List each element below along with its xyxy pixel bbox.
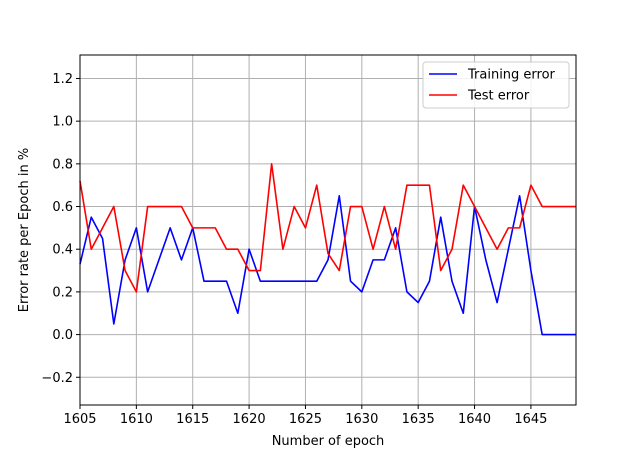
- y-tick-label: 1.0: [52, 115, 73, 130]
- y-tick-label: 0.0: [52, 328, 73, 343]
- legend-label: Training error: [467, 68, 556, 83]
- y-tick-label: 0.4: [52, 243, 73, 258]
- x-tick-label: 1625: [289, 412, 322, 427]
- x-tick-label: 1605: [63, 412, 96, 427]
- series-line: [79, 195, 576, 336]
- plot-area-frame: [79, 54, 577, 406]
- legend-label: Test error: [467, 89, 530, 104]
- y-tick-label: 0.6: [52, 200, 73, 215]
- x-tick-label: 1615: [176, 412, 209, 427]
- x-tick-label: 1630: [345, 412, 378, 427]
- x-axis-ticks: 1605 1610 1615 1620 1625 1630 1635 1640 1645: [63, 405, 547, 427]
- x-tick-label: 1620: [233, 412, 266, 427]
- y-axis-label: Error rate per Epoch in %: [17, 148, 32, 312]
- y-tick-label: 1.2: [52, 72, 73, 87]
- series-lines: [79, 163, 576, 336]
- series-line: [79, 163, 576, 293]
- x-tick-label: 1645: [514, 412, 547, 427]
- x-tick-label: 1610: [120, 412, 153, 427]
- y-tick-label: −0.2: [41, 371, 73, 386]
- y-tick-label: 0.8: [52, 157, 73, 172]
- x-tick-label: 1640: [458, 412, 491, 427]
- x-tick-label: 1635: [402, 412, 435, 427]
- gridlines: [79, 55, 576, 405]
- legend: Training error Test error: [422, 61, 570, 109]
- x-axis-label: Number of epoch: [272, 434, 385, 449]
- y-axis-ticks: −0.2 0.0 0.2 0.4 0.6 0.8 1.0 1.2: [41, 72, 80, 386]
- y-tick-label: 0.2: [52, 285, 73, 300]
- legend-box: [422, 61, 570, 109]
